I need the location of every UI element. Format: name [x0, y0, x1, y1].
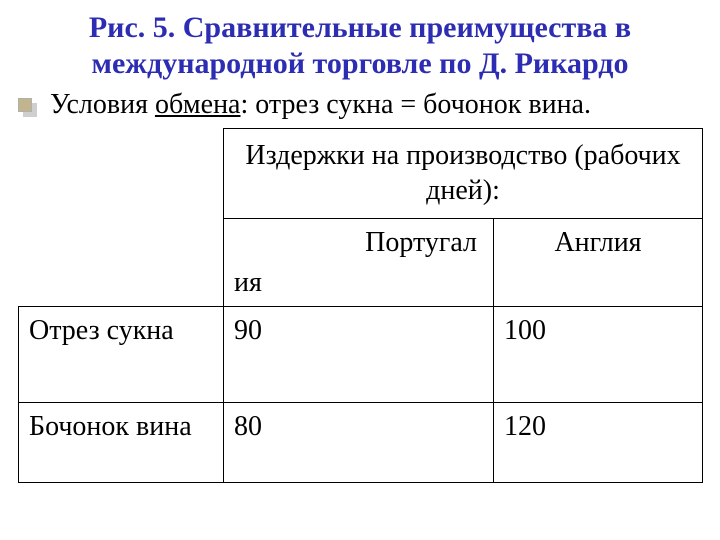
row-label-wine: Бочонок вина: [19, 402, 224, 482]
row-label-cloth: Отрез сукна: [19, 306, 224, 402]
cell-wine-portugal: 80: [224, 402, 494, 482]
exchange-condition: Условия обмена: отрез сукна = бочонок ви…: [50, 88, 591, 122]
portugal-label-part2: ия: [234, 265, 262, 300]
subtitle-after: : отрез сукна = бочонок вина.: [240, 89, 591, 120]
cell-wine-england: 120: [494, 402, 703, 482]
cell-cloth-portugal: 90: [224, 306, 494, 402]
table-header-portugal: Португал ия: [224, 218, 494, 306]
table-empty-corner: [19, 128, 224, 218]
subtitle-underlined: обмена: [155, 89, 241, 120]
bullet-square-icon: [18, 98, 32, 112]
table-empty-corner-2: [19, 218, 224, 306]
portugal-label-part1: Португал: [234, 225, 483, 260]
table-row: Бочонок вина 80 120: [19, 402, 703, 482]
figure-title: Рис. 5. Сравнительные преимущества в меж…: [0, 0, 720, 88]
subtitle-row: Условия обмена: отрез сукна = бочонок ви…: [0, 88, 720, 128]
table-row: Отрез сукна 90 100: [19, 306, 703, 402]
table-header-merged: Издержки на производство (рабочих дней):: [224, 128, 703, 218]
subtitle-before: Условия: [50, 89, 155, 120]
table-header-england: Англия: [494, 218, 703, 306]
cell-cloth-england: 100: [494, 306, 703, 402]
cost-table: Издержки на производство (рабочих дней):…: [18, 128, 703, 483]
